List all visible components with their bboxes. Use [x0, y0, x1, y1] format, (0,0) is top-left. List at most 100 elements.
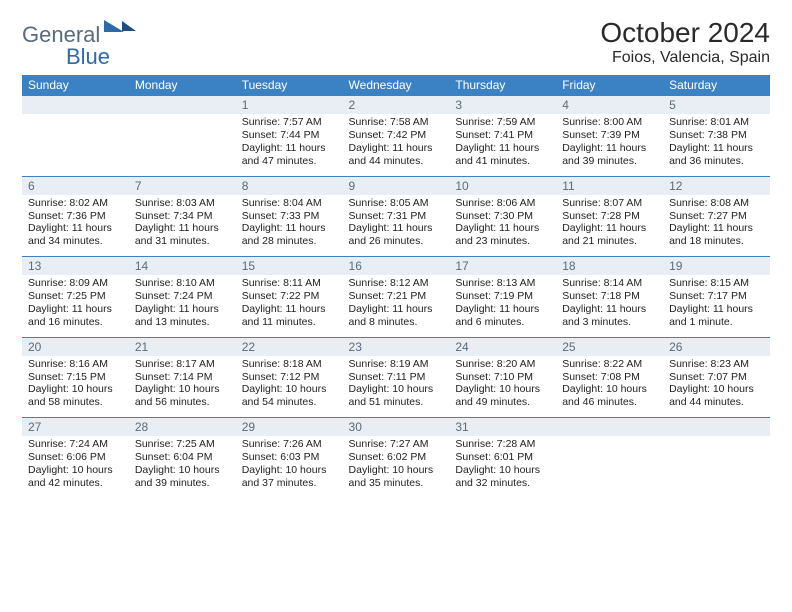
day-number-cell: 29 [236, 418, 343, 437]
day-d2: and 49 minutes. [455, 396, 550, 409]
day-sr: Sunrise: 7:59 AM [455, 116, 550, 129]
day-d1: Daylight: 10 hours [28, 464, 123, 477]
logo-text-blue: Blue [66, 44, 110, 70]
date-number-row: 12345 [22, 96, 770, 115]
day-d2: and 21 minutes. [562, 235, 657, 248]
day-number-cell [22, 96, 129, 115]
day-number-cell: 16 [343, 257, 450, 276]
day-d1: Daylight: 10 hours [455, 464, 550, 477]
day-ss: Sunset: 7:15 PM [28, 371, 123, 384]
day-d1: Daylight: 11 hours [562, 222, 657, 235]
day-number-cell: 21 [129, 337, 236, 356]
day-body-cell: Sunrise: 8:13 AMSunset: 7:19 PMDaylight:… [449, 275, 556, 337]
day-ss: Sunset: 7:41 PM [455, 129, 550, 142]
day-number-cell: 8 [236, 176, 343, 195]
day-body-cell: Sunrise: 8:00 AMSunset: 7:39 PMDaylight:… [556, 114, 663, 176]
day-ss: Sunset: 7:33 PM [242, 210, 337, 223]
header: General Blue October 2024 Foios, Valenci… [22, 18, 770, 67]
day-number-cell: 5 [663, 96, 770, 115]
day-body-cell: Sunrise: 8:02 AMSunset: 7:36 PMDaylight:… [22, 195, 129, 257]
day-body-cell: Sunrise: 7:25 AMSunset: 6:04 PMDaylight:… [129, 436, 236, 498]
calendar-body: 12345Sunrise: 7:57 AMSunset: 7:44 PMDayl… [22, 96, 770, 499]
day-body-cell: Sunrise: 8:11 AMSunset: 7:22 PMDaylight:… [236, 275, 343, 337]
day-ss: Sunset: 7:19 PM [455, 290, 550, 303]
day-d2: and 35 minutes. [349, 477, 444, 490]
day-ss: Sunset: 6:04 PM [135, 451, 230, 464]
day-d1: Daylight: 10 hours [349, 464, 444, 477]
day-body-cell: Sunrise: 8:17 AMSunset: 7:14 PMDaylight:… [129, 356, 236, 418]
day-sr: Sunrise: 8:01 AM [669, 116, 764, 129]
day-ss: Sunset: 7:18 PM [562, 290, 657, 303]
day-d1: Daylight: 11 hours [242, 142, 337, 155]
day-ss: Sunset: 7:24 PM [135, 290, 230, 303]
day-ss: Sunset: 7:30 PM [455, 210, 550, 223]
day-sr: Sunrise: 8:09 AM [28, 277, 123, 290]
day-d2: and 51 minutes. [349, 396, 444, 409]
day-sr: Sunrise: 8:16 AM [28, 358, 123, 371]
day-d2: and 32 minutes. [455, 477, 550, 490]
day-d2: and 47 minutes. [242, 155, 337, 168]
day-sr: Sunrise: 8:22 AM [562, 358, 657, 371]
day-sr: Sunrise: 8:02 AM [28, 197, 123, 210]
day-d2: and 41 minutes. [455, 155, 550, 168]
day-number-cell: 6 [22, 176, 129, 195]
date-number-row: 20212223242526 [22, 337, 770, 356]
day-body-cell: Sunrise: 8:19 AMSunset: 7:11 PMDaylight:… [343, 356, 450, 418]
logo: General Blue [22, 22, 100, 48]
day-number-cell: 9 [343, 176, 450, 195]
day-number-cell: 19 [663, 257, 770, 276]
calendar-table: Sunday Monday Tuesday Wednesday Thursday… [22, 75, 770, 498]
day-d1: Daylight: 11 hours [455, 222, 550, 235]
day-sr: Sunrise: 8:17 AM [135, 358, 230, 371]
day-sr: Sunrise: 8:23 AM [669, 358, 764, 371]
day-d1: Daylight: 11 hours [28, 303, 123, 316]
day-d1: Daylight: 11 hours [349, 142, 444, 155]
day-number-cell: 17 [449, 257, 556, 276]
day-d2: and 16 minutes. [28, 316, 123, 329]
day-body-cell: Sunrise: 7:24 AMSunset: 6:06 PMDaylight:… [22, 436, 129, 498]
day-d2: and 44 minutes. [349, 155, 444, 168]
day-sr: Sunrise: 8:20 AM [455, 358, 550, 371]
day-body-cell: Sunrise: 8:07 AMSunset: 7:28 PMDaylight:… [556, 195, 663, 257]
day-d1: Daylight: 11 hours [135, 303, 230, 316]
day-number-cell [663, 418, 770, 437]
day-body-cell: Sunrise: 8:18 AMSunset: 7:12 PMDaylight:… [236, 356, 343, 418]
day-ss: Sunset: 7:11 PM [349, 371, 444, 384]
day-body-cell: Sunrise: 8:20 AMSunset: 7:10 PMDaylight:… [449, 356, 556, 418]
dow-fri: Friday [556, 75, 663, 96]
day-d2: and 39 minutes. [562, 155, 657, 168]
day-number-cell: 26 [663, 337, 770, 356]
day-ss: Sunset: 7:31 PM [349, 210, 444, 223]
title-block: October 2024 Foios, Valencia, Spain [600, 18, 770, 67]
day-d1: Daylight: 11 hours [669, 303, 764, 316]
day-d1: Daylight: 11 hours [562, 303, 657, 316]
day-body-cell: Sunrise: 8:09 AMSunset: 7:25 PMDaylight:… [22, 275, 129, 337]
day-ss: Sunset: 6:02 PM [349, 451, 444, 464]
day-sr: Sunrise: 8:07 AM [562, 197, 657, 210]
day-number-cell: 12 [663, 176, 770, 195]
day-d2: and 36 minutes. [669, 155, 764, 168]
day-ss: Sunset: 7:08 PM [562, 371, 657, 384]
day-d2: and 44 minutes. [669, 396, 764, 409]
day-ss: Sunset: 7:44 PM [242, 129, 337, 142]
day-d2: and 3 minutes. [562, 316, 657, 329]
day-d2: and 42 minutes. [28, 477, 123, 490]
day-d1: Daylight: 11 hours [349, 303, 444, 316]
day-sr: Sunrise: 8:05 AM [349, 197, 444, 210]
day-d2: and 56 minutes. [135, 396, 230, 409]
day-number-cell: 31 [449, 418, 556, 437]
day-number-cell: 25 [556, 337, 663, 356]
day-body-cell [129, 114, 236, 176]
day-body-cell: Sunrise: 8:12 AMSunset: 7:21 PMDaylight:… [343, 275, 450, 337]
day-d2: and 26 minutes. [349, 235, 444, 248]
day-sr: Sunrise: 7:58 AM [349, 116, 444, 129]
day-ss: Sunset: 7:42 PM [349, 129, 444, 142]
day-body-cell: Sunrise: 8:16 AMSunset: 7:15 PMDaylight:… [22, 356, 129, 418]
day-sr: Sunrise: 8:03 AM [135, 197, 230, 210]
day-d2: and 11 minutes. [242, 316, 337, 329]
day-body-cell: Sunrise: 8:05 AMSunset: 7:31 PMDaylight:… [343, 195, 450, 257]
day-d2: and 8 minutes. [349, 316, 444, 329]
day-d2: and 34 minutes. [28, 235, 123, 248]
day-number-cell: 27 [22, 418, 129, 437]
day-sr: Sunrise: 7:26 AM [242, 438, 337, 451]
